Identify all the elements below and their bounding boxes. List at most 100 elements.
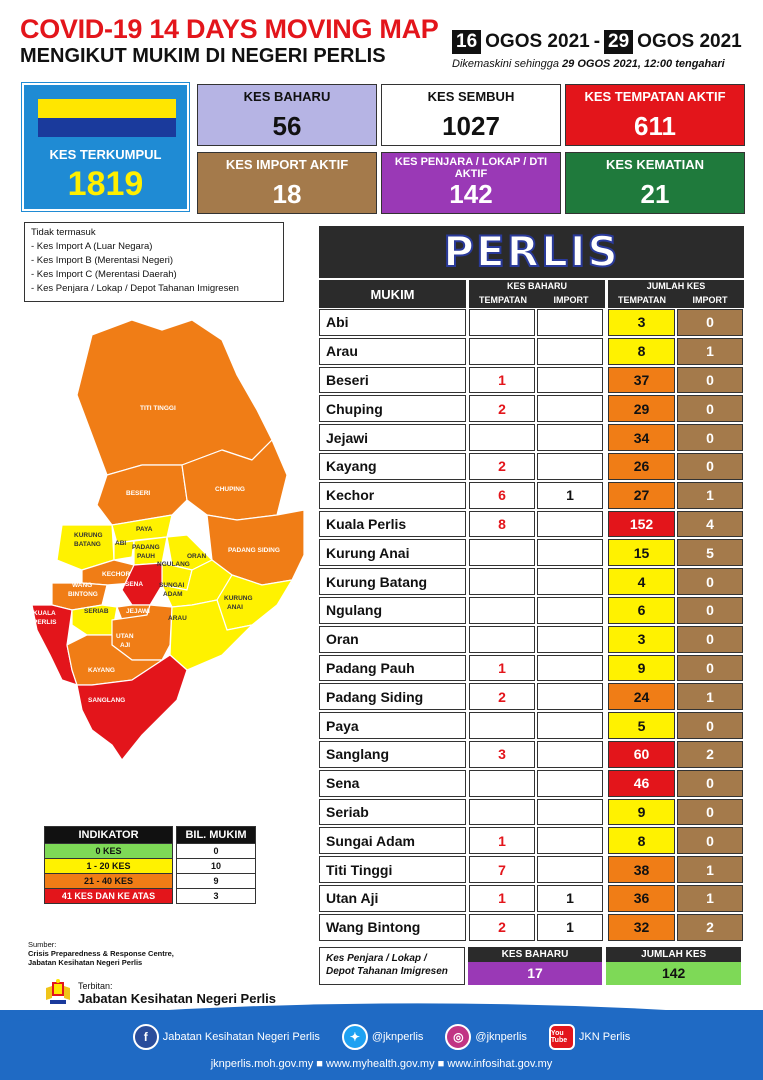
terbitan-label: Terbitan: (78, 980, 113, 991)
table-row: Beseri 1 37 0 (319, 366, 744, 394)
jumlah-tempatan-cell: 3 (608, 625, 675, 653)
jumlah-tempatan-cell: 9 (608, 654, 675, 682)
col-jumlah-import: IMPORT (692, 295, 728, 305)
table-row: Padang Siding 2 24 1 (319, 683, 744, 711)
instagram-link[interactable]: ◎ @jknperlis (445, 1024, 527, 1050)
footer-urls[interactable]: jknperlis.moh.gov.my ■ www.myhealth.gov.… (210, 1058, 553, 1070)
baharu-import-cell: 1 (537, 913, 603, 941)
mukim-name-cell: Sungai Adam (319, 827, 466, 855)
malaysia-crest-icon (46, 979, 70, 1004)
indicator-row-count: 3 (176, 888, 256, 904)
baharu-tempatan-cell (469, 309, 535, 336)
indicator-row-label: 21 - 40 KES (44, 873, 173, 889)
baharu-tempatan-cell (469, 769, 535, 797)
mukim-name-cell: Kechor (319, 481, 466, 509)
mukim-name-cell: Paya (319, 712, 466, 739)
youtube-label: JKN Perlis (578, 1031, 631, 1043)
youtube-link[interactable]: You Tube JKN Perlis (548, 1024, 631, 1050)
baharu-import-cell (537, 568, 603, 595)
penjara-kes-baharu: KES BAHARU 17 (467, 947, 603, 985)
page-subtitle: MENGIKUT MUKIM DI NEGERI PERLIS (20, 45, 386, 67)
baharu-import-cell (537, 856, 603, 883)
col-mukim: MUKIM (319, 280, 466, 308)
jumlah-tempatan-cell: 32 (608, 913, 675, 941)
kes-import-aktif-card: KES IMPORT AKTIF 18 (197, 152, 377, 214)
mukim-name-cell: Chuping (319, 395, 466, 423)
baharu-import-cell (537, 654, 603, 682)
source-line-1: Crisis Preparedness & Response Centre, (28, 949, 174, 958)
updated-prefix: Dikemaskini sehingga (452, 58, 559, 70)
jumlah-tempatan-cell: 46 (608, 769, 675, 797)
map-label-kurung-anai-1: KURUNG (224, 595, 253, 602)
twitter-link[interactable]: ✦ @jknperlis (341, 1024, 423, 1050)
jumlah-import-cell: 1 (677, 884, 743, 912)
youtube-icon: You Tube (548, 1024, 575, 1050)
source-line-2: Jabatan Kesihatan Negeri Perlis (28, 958, 143, 967)
baharu-import-cell (537, 712, 603, 739)
jumlah-import-cell: 0 (677, 452, 743, 480)
map-region-chuping (181, 439, 288, 521)
map-label-sungai-adam-1: SUNGAI (159, 582, 184, 589)
baharu-import-cell (537, 798, 603, 826)
baharu-import-cell (537, 452, 603, 480)
jumlah-import-cell: 0 (677, 625, 743, 653)
kes-baharu-card: KES BAHARU 56 (197, 84, 377, 146)
facebook-icon: f (132, 1024, 159, 1050)
jumlah-import-cell: 0 (677, 596, 743, 624)
kes-sembuh-card: KES SEMBUH 1027 (381, 84, 561, 146)
col-group-jumlah-kes: JUMLAH KES TEMPATAN IMPORT (608, 280, 744, 308)
kes-tempatan-aktif-card: KES TEMPATAN AKTIF 611 (565, 84, 745, 146)
baharu-tempatan-cell: 6 (469, 481, 535, 509)
date-range: 16 OGOS 2021 - 29 OGOS 2021 (452, 30, 742, 54)
table-row: Paya 5 0 (319, 712, 744, 739)
baharu-tempatan-cell (469, 337, 535, 365)
baharu-import-cell (537, 683, 603, 711)
jumlah-tempatan-cell: 3 (608, 309, 675, 336)
mukim-name-cell: Kuala Perlis (319, 510, 466, 538)
map-label-arau: ARAU (168, 615, 187, 622)
table-row: Utan Aji 1 1 36 1 (319, 884, 744, 912)
baharu-tempatan-cell (469, 568, 535, 595)
map-region-kurung-anai (216, 574, 293, 631)
jumlah-import-cell: 1 (677, 856, 743, 883)
notes-heading: Tidak termasuk (31, 227, 96, 238)
notes-item: - Kes Import B (Merentasi Negeri) (31, 255, 174, 266)
baharu-import-cell (537, 309, 603, 336)
mukim-name-cell: Arau (319, 337, 466, 365)
baharu-tempatan-cell: 7 (469, 856, 535, 883)
mukim-name-cell: Padang Pauh (319, 654, 466, 682)
kes-tempatan-aktif-label: KES TEMPATAN AKTIF (584, 89, 726, 104)
table-row: Wang Bintong 2 1 32 2 (319, 913, 744, 941)
mukim-name-cell: Kurung Batang (319, 568, 466, 595)
kes-baharu-value: 56 (272, 111, 302, 141)
col-kes-baharu: KES BAHARU (506, 281, 567, 291)
jumlah-import-cell: 0 (677, 395, 743, 423)
table-row: Sanglang 3 60 2 (319, 740, 744, 768)
jumlah-import-cell: 1 (677, 683, 743, 711)
jumlah-tempatan-cell: 38 (608, 856, 675, 883)
indicator-row-count: 10 (176, 858, 256, 874)
kes-penjara-aktif-value: 142 (449, 179, 493, 209)
date-separator: - (593, 31, 601, 52)
jumlah-import-cell: 1 (677, 337, 743, 365)
facebook-link[interactable]: f Jabatan Kesihatan Negeri Perlis (132, 1024, 320, 1050)
map-label-utan-aji-1: UTAN (116, 633, 134, 640)
source-note: Sumber: Crisis Preparedness & Response C… (28, 940, 174, 967)
baharu-tempatan-cell: 2 (469, 452, 535, 480)
jumlah-import-cell: 4 (677, 510, 743, 538)
jumlah-import-cell: 0 (677, 769, 743, 797)
table-row: Sena 46 0 (319, 769, 744, 797)
baharu-tempatan-cell: 1 (469, 884, 535, 912)
indicator-row-count: 9 (176, 873, 256, 889)
baharu-tempatan-cell (469, 712, 535, 739)
indicator-row-count: 0 (176, 843, 256, 859)
map-label-kechor: KECHOR (102, 571, 130, 578)
table-row: Oran 3 0 (319, 625, 744, 653)
table-row: Arau 8 1 (319, 337, 744, 365)
kes-import-aktif-label: KES IMPORT AKTIF (225, 157, 349, 172)
map-label-padang-pauh-2: PAUH (137, 553, 155, 560)
penjara-label: Kes Penjara / Lokap / Depot Tahanan Imig… (319, 947, 465, 985)
map-label-sanglang: SANGLANG (88, 697, 125, 704)
kes-penjara-aktif-label: KES PENJARA / LOKAP / DTI AKTIF (394, 156, 548, 180)
indicator-row-label: 41 KES DAN KE ATAS (44, 888, 173, 904)
